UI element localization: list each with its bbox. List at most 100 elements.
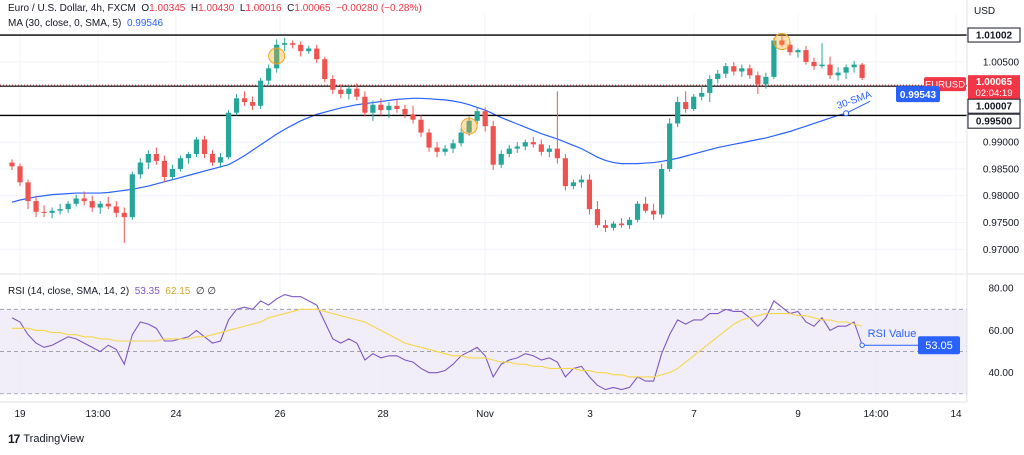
candle-up [522,142,528,147]
ma-value: 0.99546 [126,18,164,29]
time-tick-label: 3 [587,409,593,420]
candle-down [33,201,39,212]
level-price-text: 1.01002 [976,31,1013,42]
tradingview-brand[interactable]: 17 TradingView [8,432,84,446]
candle-up [169,168,175,177]
candle-up [57,209,63,211]
rsi-value-badge [918,336,960,355]
candle-up [450,143,456,149]
candle-up [667,123,673,169]
candle-down [354,88,360,97]
candle-down [105,203,111,207]
candle-down [17,166,23,183]
candle-layer [9,36,865,243]
candle-down [426,132,432,148]
candle-up [675,102,681,124]
candle-down [330,79,336,90]
candle-up [225,112,232,158]
candle-up [659,168,665,215]
candle-down [290,43,296,45]
candle-up [193,139,200,154]
candle-up [274,44,280,69]
candle-up [145,153,151,163]
price-tick-label: 0.99000 [983,138,1020,149]
rsi-extra: ∅ ∅ [195,286,217,297]
candle-up [217,157,224,163]
level-price-badge [967,27,1021,43]
candle-down [41,211,47,213]
legend-ma[interactable]: MA (30, close, 0, SMA, 5) 0.99546 [8,18,163,29]
candle-up [386,105,392,111]
level-price-text: 0.99500 [976,117,1013,128]
rsi-value-text: 53.05 [925,340,953,352]
rsi-pane: RSI Value [0,293,967,395]
candle-up [442,148,448,152]
level-price-badge [967,113,1021,129]
candle-up [129,174,135,218]
candle-down [859,64,865,78]
high-value: 1.00430 [198,3,235,14]
rsi-header-value: 53.35 [134,286,160,297]
candle-down [161,160,167,177]
candle-down [779,40,785,45]
rsi-tick-label: 60.00 [988,326,1013,337]
candle-up [306,48,312,52]
candle-up [723,66,729,74]
candle-down [538,144,544,152]
time-tick-label: 24 [170,409,182,420]
candle-up [578,179,585,183]
time-axis[interactable]: 19 13:00 24 26 28 Nov 3 7 9 14:00 14 [14,409,962,420]
time-tick-label: 26 [274,409,286,420]
candle-down [554,148,560,159]
candle-down [811,61,817,67]
candle-down [562,158,568,187]
legend-main[interactable]: Euro / U.S. Dollar, 4h, FXCM O1.00345 H1… [8,3,422,14]
candle-up [691,96,697,110]
rsi-value-annotation: RSI Value [868,328,917,340]
ma-30-line [11,97,847,203]
highlight-circle [773,33,791,51]
candle-up [707,79,713,93]
annotation-anchor [843,110,850,117]
candle-up [819,64,825,67]
rsi-label: RSI (14, close, SMA, 14, 2) [8,286,130,297]
candle-down [81,198,87,202]
price-tick-label: 0.98000 [983,191,1020,202]
open-value: 1.00345 [149,3,186,14]
price-axis[interactable]: 1.00500 0.99000 0.98500 0.98000 0.97500 0.970… [983,57,1020,379]
candle-down [9,162,15,167]
candle-up [763,76,769,85]
current-price-badge [968,75,1020,100]
candle-up [771,40,777,77]
candle-up [498,153,504,165]
highlight-circle [268,47,286,65]
candle-down [402,109,408,115]
low-label: L [239,3,246,14]
candle-up [346,88,352,95]
candle-down [803,50,809,62]
candle-up [97,203,103,208]
time-tick-label: 13:00 [85,409,110,420]
candle-up [49,210,55,213]
candle-down [201,139,208,154]
candle-up [795,50,801,53]
candle-down [642,203,649,211]
candle-down [747,68,753,76]
candle-down [241,98,248,103]
brand-name: TradingView [23,433,84,445]
candle-down [113,206,119,213]
symbol-badge-text: EURUSD [925,80,965,91]
candle-down [731,66,737,72]
time-tick-label: 28 [377,409,389,420]
candle-down [410,114,416,120]
legend-rsi[interactable]: RSI (14, close, SMA, 14, 2) 53.35 62.15 … [8,286,216,297]
rsi-sma-value: 62.15 [165,286,191,297]
candle-up [851,64,857,68]
candle-up [514,146,520,149]
candle-down [209,153,216,163]
candle-up [835,72,841,76]
level-price-badge [967,98,1021,114]
time-tick-label: Nov [476,409,494,420]
candle-up [699,92,705,97]
